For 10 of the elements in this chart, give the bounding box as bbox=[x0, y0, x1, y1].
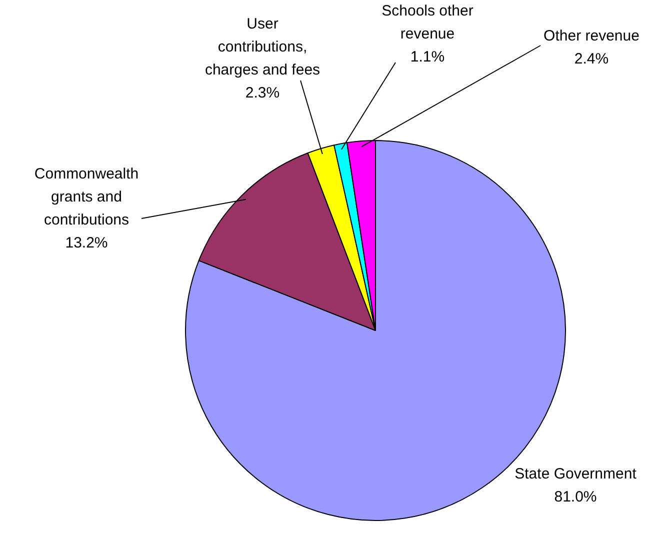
slice-label: Other revenue bbox=[544, 28, 640, 44]
data-label: 13.2% bbox=[65, 234, 108, 252]
data-label: 2.3% bbox=[245, 84, 280, 102]
slice-label: Schools other revenue bbox=[382, 2, 474, 42]
data-label: 81.0% bbox=[554, 488, 597, 506]
slice-label: State Government bbox=[514, 466, 638, 482]
slice-label: User contributions, charges and fees bbox=[204, 16, 320, 78]
data-label: 2.4% bbox=[574, 50, 609, 68]
data-label: 1.1% bbox=[410, 48, 445, 66]
slice-label: Commonwealth grants and contributions bbox=[34, 166, 139, 228]
